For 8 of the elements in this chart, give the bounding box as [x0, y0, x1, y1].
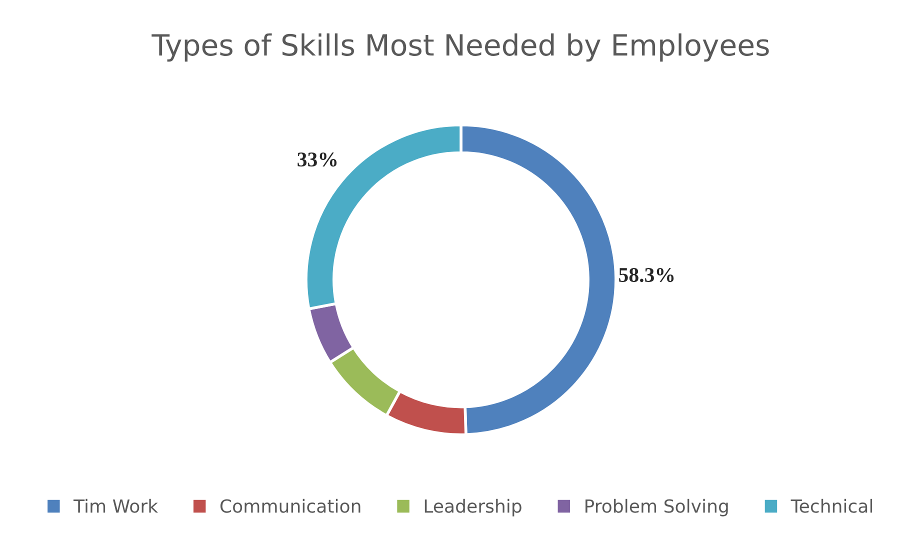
- legend-label: Tim Work: [73, 498, 158, 513]
- chart-title: Types of Skills Most Needed by Employees: [152, 33, 769, 62]
- legend-label: Communication: [220, 498, 360, 513]
- legend-label: Problem Solving: [586, 498, 728, 516]
- legend-label: Leadership: [424, 498, 522, 516]
- legend-label: Technical: [790, 498, 872, 513]
- data-label: 33%: [298, 152, 337, 167]
- data-label: 58.3%: [619, 268, 674, 282]
